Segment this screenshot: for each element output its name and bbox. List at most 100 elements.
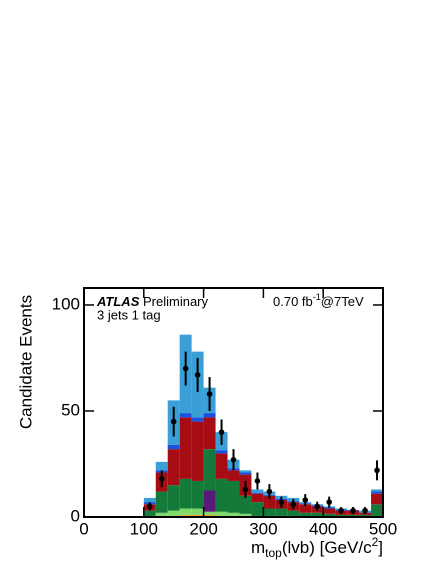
data-point (254, 478, 261, 484)
y-axis-label: Candidate Events (16, 295, 35, 429)
bar-segment (167, 449, 180, 486)
bar-segment (371, 504, 383, 516)
bar-segment (155, 512, 168, 516)
bar-segment (155, 461, 168, 471)
bar-segment (359, 514, 372, 517)
data-point (146, 503, 153, 510)
bar-segment (371, 489, 383, 492)
x-label-part: m (251, 538, 265, 557)
x-label-sup: 2 (372, 535, 379, 549)
experiment: ATLAS (96, 294, 140, 309)
bar-segment (191, 417, 204, 422)
lumi: 0.70 fb-1@7TeV (273, 292, 364, 309)
bar-segment (215, 453, 228, 479)
bar-segment (167, 510, 180, 516)
bar-segment (191, 514, 204, 517)
bar-segment (287, 510, 300, 516)
bar-segment (347, 514, 360, 517)
lumi-text: 0.70 fb (273, 294, 313, 309)
bar-segment (239, 513, 252, 516)
data-point (278, 499, 285, 505)
y-tick-label: 0 (71, 506, 80, 525)
x-tick-label: 0 (79, 519, 88, 538)
bar-segment (251, 502, 264, 516)
x-label-sub: top (265, 546, 282, 560)
bar-segment (167, 485, 180, 511)
bar-segment (155, 491, 168, 513)
bar-segment (371, 493, 383, 505)
bar-segment (215, 450, 228, 454)
x-label-part: (lvb) [GeV/c (282, 538, 372, 557)
bar-segment (203, 449, 216, 491)
bar-segment (323, 513, 336, 517)
bar-segment (203, 413, 216, 418)
x-tick-label: 100 (130, 519, 158, 538)
data-point (170, 418, 177, 425)
bar-segment (263, 495, 276, 509)
bar-segment (227, 480, 240, 513)
data-point (362, 507, 368, 514)
bar-segment (167, 444, 180, 450)
data-point (194, 372, 201, 378)
bar-segment (215, 511, 228, 516)
bar-segment (179, 514, 192, 517)
bar-segment (323, 508, 336, 514)
data-point (314, 503, 321, 510)
y-tick-label: 100 (52, 294, 80, 313)
bar-segment (239, 495, 252, 514)
data-point (182, 365, 189, 372)
frame (83, 287, 384, 518)
bar-segment (179, 508, 192, 515)
bar-segment (203, 417, 216, 450)
x-label-part: ] (378, 538, 383, 557)
data-point (326, 499, 332, 505)
experiment-label: ATLAS Preliminary (96, 294, 209, 309)
bar-segment (299, 504, 312, 513)
lumi-energy: @7TeV (321, 294, 364, 309)
x-tick-label: 300 (249, 519, 277, 538)
bar-segment (251, 489, 264, 493)
bar-segment (215, 478, 228, 512)
data-point (374, 467, 380, 474)
data-point (350, 507, 356, 514)
bar-segment (251, 492, 264, 494)
bar-segment (371, 491, 383, 494)
status: Preliminary (143, 294, 209, 309)
bar-segment (323, 507, 336, 509)
data-point (206, 391, 213, 397)
bar-segment (191, 421, 204, 481)
plot-area (143, 334, 383, 517)
bar-segment (179, 413, 192, 418)
data-point (338, 507, 344, 514)
bar-segment (299, 512, 312, 517)
data-point (302, 497, 309, 503)
bar-segment (143, 510, 156, 516)
bar-segment (311, 512, 324, 517)
selection: 3 jets 1 tag (97, 307, 161, 322)
bar-segment (251, 493, 264, 503)
bar-segment (263, 508, 276, 516)
x-tick-label: 400 (309, 519, 337, 538)
bar-segment (203, 511, 216, 515)
data-point (266, 488, 273, 495)
bar-segment (191, 480, 204, 509)
bar-segment (239, 470, 252, 473)
data-point (230, 456, 237, 463)
bar-segment (275, 508, 288, 516)
x-axis-label: mtop(lvb) [GeV/c2] (251, 535, 383, 560)
bar-segment (191, 508, 204, 515)
x-tick-label: 200 (189, 519, 217, 538)
bar-segment (335, 514, 348, 517)
x-tick-label: 500 (369, 519, 397, 538)
bar-segment (179, 478, 192, 509)
bar-segment (239, 472, 252, 475)
y-tick-label: 50 (61, 400, 80, 419)
bar-segment (227, 470, 240, 481)
data-point (290, 501, 297, 508)
lumi-exp: -1 (313, 292, 321, 302)
bar-segment (179, 417, 192, 479)
data-point (242, 486, 249, 493)
bar-segment (143, 497, 156, 503)
bar-segment (203, 514, 216, 517)
